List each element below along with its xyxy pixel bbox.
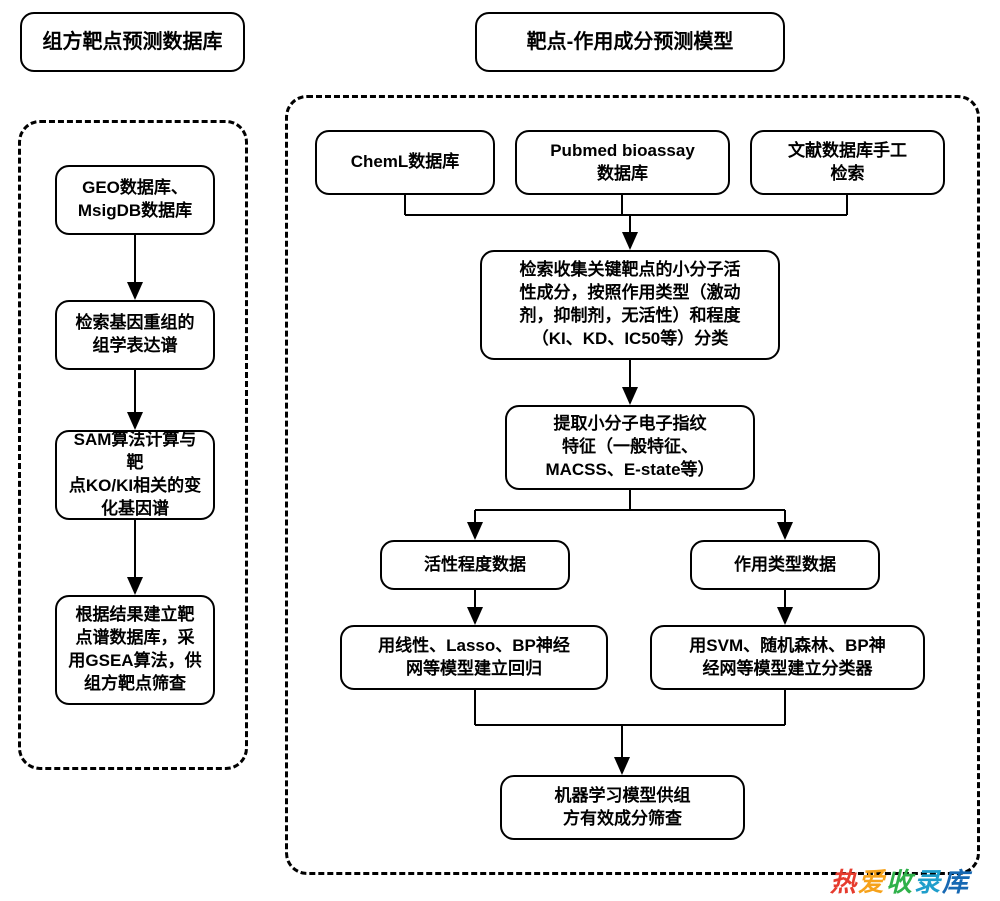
header-right-label: 靶点-作用成分预测模型 xyxy=(527,29,734,56)
watermark: 热爱收录库 xyxy=(830,862,970,899)
right-node-final-label: 机器学习模型供组方有效成分筛查 xyxy=(555,785,691,831)
header-left: 组方靶点预测数据库 xyxy=(20,12,245,72)
left-node-sam: SAM算法计算与靶点KO/KI相关的变化基因谱 xyxy=(55,430,215,520)
header-right: 靶点-作用成分预测模型 xyxy=(475,12,785,72)
right-node-fingerprint: 提取小分子电子指纹特征（一般特征、MACSS、E-state等） xyxy=(505,405,755,490)
watermark-char-2: 爱 xyxy=(858,867,886,897)
right-node-collect-label: 检索收集关键靶点的小分子活性成分，按照作用类型（激动剂，抑制剂，无活性）和程度（… xyxy=(520,259,741,351)
left-node-geo: GEO数据库、MsigDB数据库 xyxy=(55,165,215,235)
branch-left-header-label: 活性程度数据 xyxy=(424,554,526,577)
source-manual-label: 文献数据库手工检索 xyxy=(788,140,907,186)
watermark-char-4: 录 xyxy=(914,867,942,897)
watermark-char-5: 库 xyxy=(942,867,970,897)
left-node-retrieve: 检索基因重组的组学表达谱 xyxy=(55,300,215,370)
branch-right-header-label: 作用类型数据 xyxy=(734,554,836,577)
branch-right-model-label: 用SVM、随机森林、BP神经网等模型建立分类器 xyxy=(689,635,885,681)
watermark-char-3: 收 xyxy=(886,867,914,897)
source-pubmed-label: Pubmed bioassay数据库 xyxy=(550,140,695,186)
watermark-char-1: 热 xyxy=(830,867,858,897)
header-left-label: 组方靶点预测数据库 xyxy=(43,29,223,56)
left-node-geo-label: GEO数据库、MsigDB数据库 xyxy=(78,177,192,223)
branch-right-model: 用SVM、随机森林、BP神经网等模型建立分类器 xyxy=(650,625,925,690)
source-cheml-label: ChemL数据库 xyxy=(351,151,460,174)
right-node-fingerprint-label: 提取小分子电子指纹特征（一般特征、MACSS、E-state等） xyxy=(545,413,714,482)
left-node-gsea-label: 根据结果建立靶点谱数据库，采用GSEA算法，供组方靶点筛查 xyxy=(68,604,201,696)
left-node-sam-label: SAM算法计算与靶点KO/KI相关的变化基因谱 xyxy=(67,429,203,521)
source-cheml: ChemL数据库 xyxy=(315,130,495,195)
branch-left-model-label: 用线性、Lasso、BP神经网等模型建立回归 xyxy=(378,635,570,681)
source-manual: 文献数据库手工检索 xyxy=(750,130,945,195)
branch-right-header: 作用类型数据 xyxy=(690,540,880,590)
branch-left-header: 活性程度数据 xyxy=(380,540,570,590)
left-node-retrieve-label: 检索基因重组的组学表达谱 xyxy=(76,312,195,358)
source-pubmed: Pubmed bioassay数据库 xyxy=(515,130,730,195)
right-node-final: 机器学习模型供组方有效成分筛查 xyxy=(500,775,745,840)
left-node-gsea: 根据结果建立靶点谱数据库，采用GSEA算法，供组方靶点筛查 xyxy=(55,595,215,705)
right-node-collect: 检索收集关键靶点的小分子活性成分，按照作用类型（激动剂，抑制剂，无活性）和程度（… xyxy=(480,250,780,360)
branch-left-model: 用线性、Lasso、BP神经网等模型建立回归 xyxy=(340,625,608,690)
